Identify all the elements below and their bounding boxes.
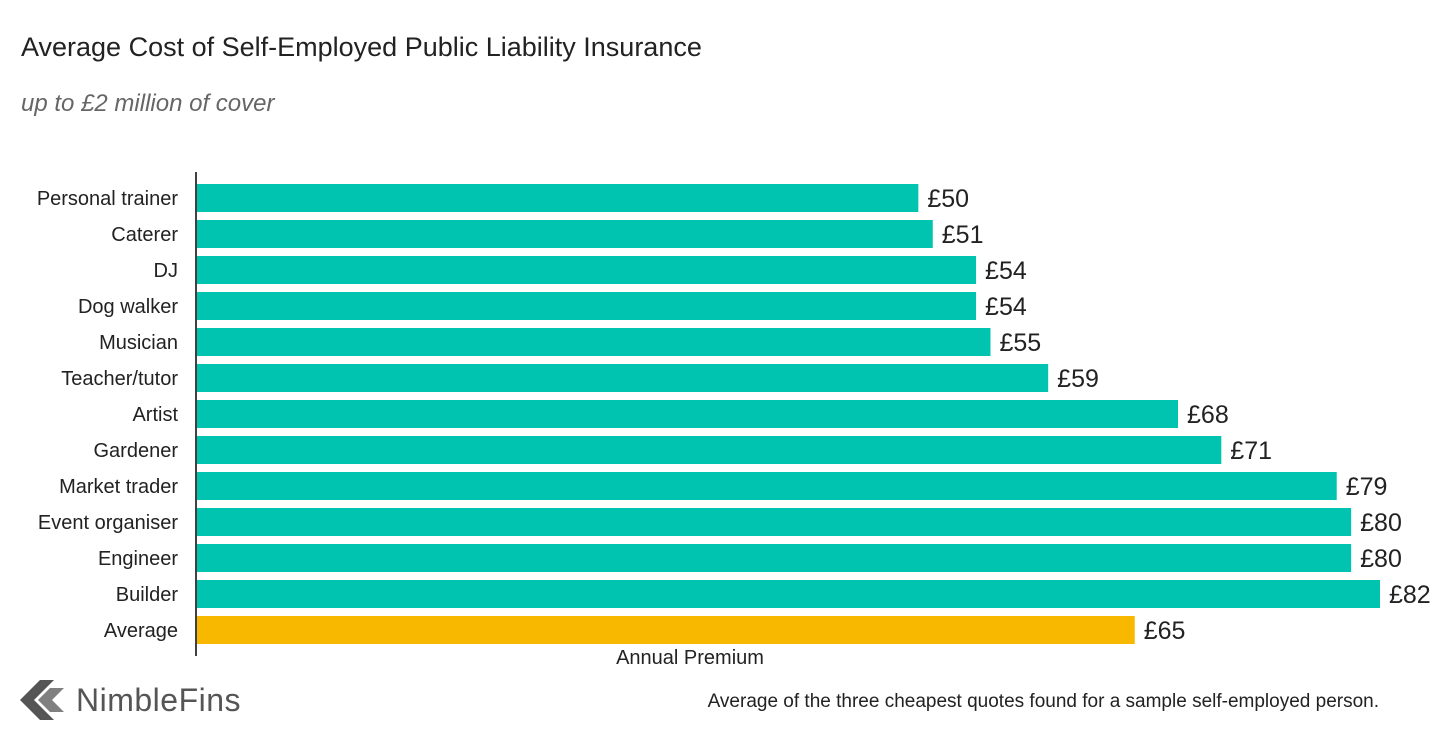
category-label: Teacher/tutor	[61, 368, 178, 390]
nimblefins-logo-icon	[20, 680, 64, 720]
category-label: Personal trainer	[37, 188, 179, 210]
bar	[197, 292, 977, 320]
category-label: Caterer	[111, 224, 178, 246]
category-label: Dog walker	[78, 296, 178, 318]
value-label: £50	[927, 185, 969, 213]
category-label: Engineer	[98, 548, 178, 570]
x-axis-title: Annual Premium	[616, 647, 764, 669]
value-label: £82	[1389, 581, 1431, 609]
bar	[197, 508, 1352, 536]
value-label: £55	[999, 329, 1041, 357]
bar	[197, 256, 977, 284]
category-label: Average	[104, 620, 178, 642]
value-label: £54	[985, 293, 1027, 321]
bar	[197, 400, 1179, 428]
bar	[197, 472, 1337, 500]
value-label: £79	[1346, 473, 1388, 501]
average-bar	[197, 616, 1135, 644]
bar	[197, 544, 1352, 572]
value-label: £59	[1057, 365, 1099, 393]
nimblefins-logo: NimbleFins	[20, 680, 241, 720]
value-label: £51	[942, 221, 984, 249]
value-label: £65	[1144, 617, 1186, 645]
bar	[197, 184, 919, 212]
bar	[197, 220, 933, 248]
bar	[197, 364, 1049, 392]
chart-title: Average Cost of Self-Employed Public Lia…	[21, 32, 702, 62]
logo-text: NimbleFins	[76, 681, 242, 718]
value-label: £80	[1360, 545, 1402, 573]
category-label: Market trader	[59, 476, 178, 498]
value-label: £54	[985, 257, 1027, 285]
chart-footnote: Average of the three cheapest quotes fou…	[707, 691, 1379, 712]
category-label: DJ	[154, 260, 178, 282]
value-label: £80	[1360, 509, 1402, 537]
bar	[197, 328, 991, 356]
category-label: Artist	[132, 404, 178, 426]
value-label: £71	[1230, 437, 1272, 465]
bar	[197, 436, 1222, 464]
category-label: Builder	[116, 584, 179, 606]
category-label: Musician	[99, 332, 178, 354]
category-label: Event organiser	[38, 512, 178, 534]
chart-subtitle: up to £2 million of cover	[21, 90, 275, 117]
bars-group: Personal trainer £50 Caterer £51 DJ £54 Dog wa…	[37, 184, 1431, 645]
category-label: Gardener	[94, 440, 179, 462]
value-label: £68	[1187, 401, 1229, 429]
bar	[197, 580, 1380, 608]
